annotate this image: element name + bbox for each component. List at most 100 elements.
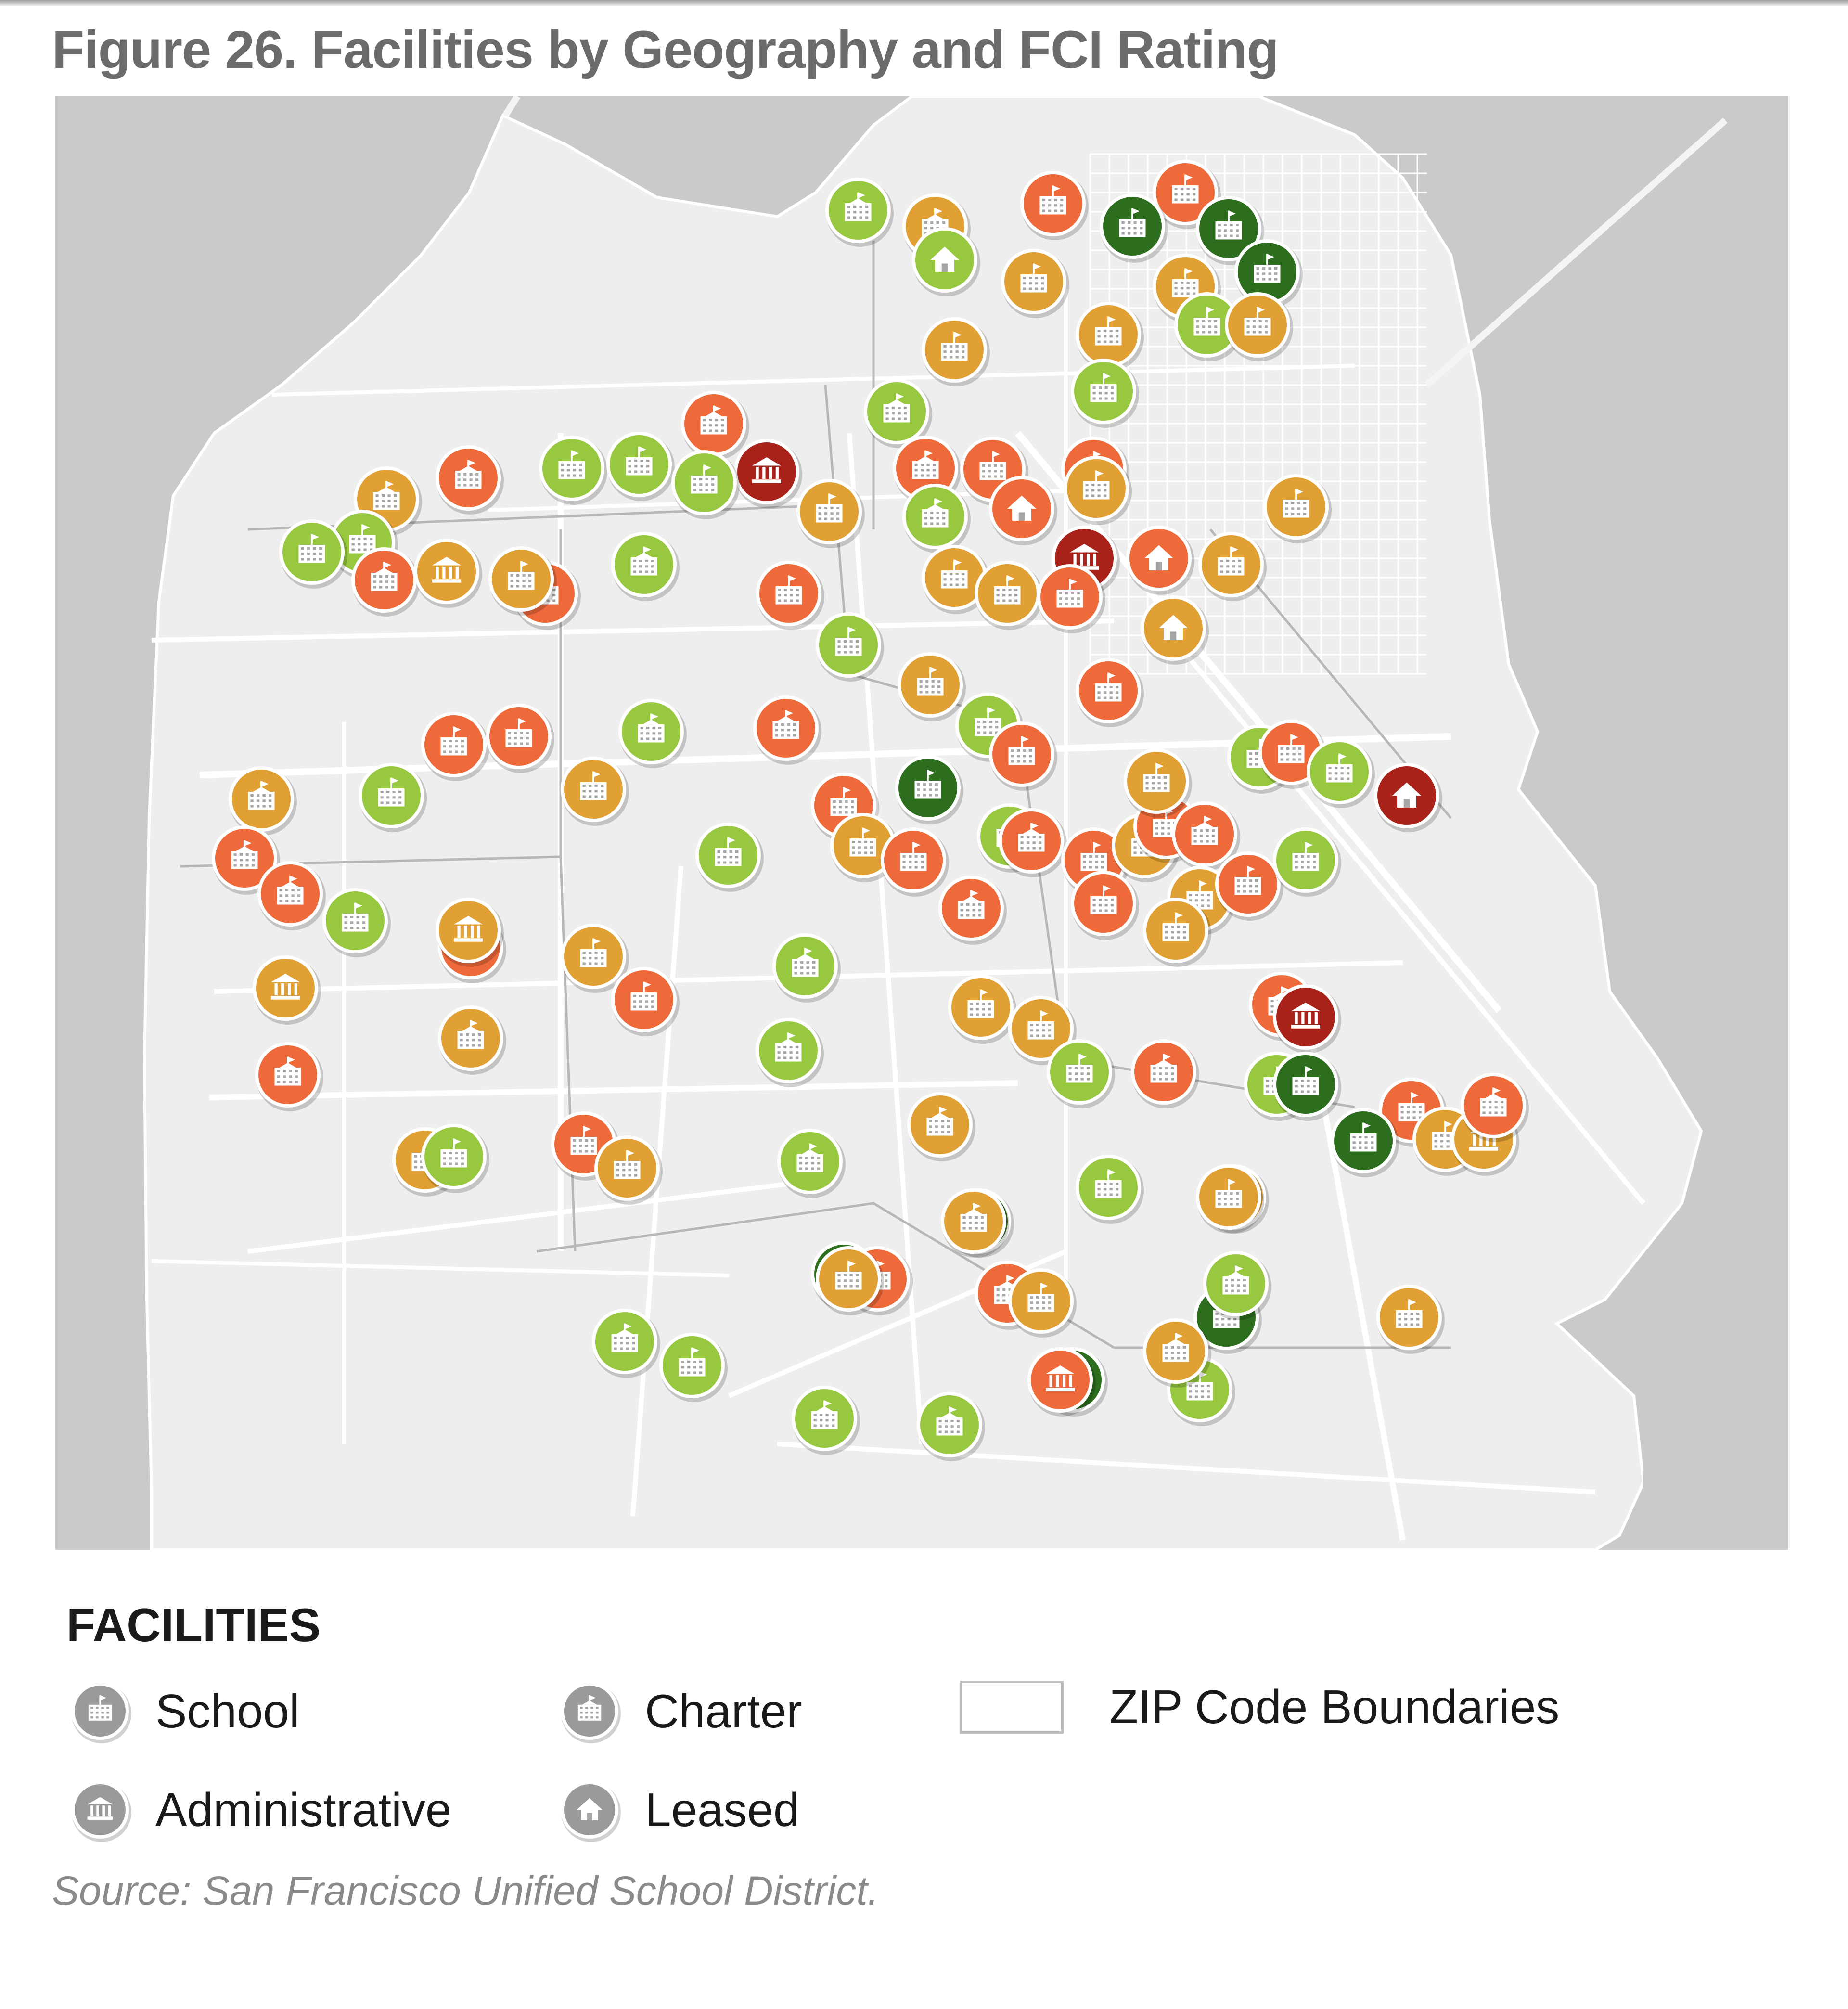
facility-marker-school[interactable] (1198, 532, 1267, 601)
facility-marker-charter[interactable] (772, 933, 841, 1003)
facility-marker-school[interactable] (1047, 1039, 1115, 1108)
facility-marker-charter[interactable] (756, 1018, 824, 1087)
facility-marker-school[interactable] (421, 712, 489, 781)
facility-marker-administrative[interactable] (1273, 984, 1341, 1054)
facility-marker-charter[interactable] (592, 1309, 660, 1378)
facility-marker-school[interactable] (322, 888, 391, 957)
bay-inlet (1643, 1328, 1788, 1550)
facility-marker-charter[interactable] (229, 766, 297, 836)
facility-marker-school[interactable] (1124, 748, 1192, 818)
facility-marker-school[interactable] (279, 519, 347, 589)
facility-marker-school[interactable] (1331, 1108, 1399, 1177)
facility-marker-school[interactable] (1307, 739, 1375, 808)
facility-marker-administrative[interactable] (1027, 1347, 1096, 1417)
facility-marker-school[interactable] (611, 967, 680, 1036)
facility-marker-school[interactable] (659, 1333, 728, 1402)
facility-marker-school[interactable] (1076, 658, 1144, 727)
facility-marker-school[interactable] (606, 432, 675, 501)
facility-marker-charter[interactable] (792, 1386, 860, 1455)
facility-marker-charter[interactable] (1203, 1251, 1271, 1320)
facility-marker-charter[interactable] (257, 861, 326, 930)
facility-marker-charter[interactable] (777, 1129, 846, 1198)
facility-marker-school[interactable] (1071, 359, 1139, 428)
facility-marker-school[interactable] (898, 652, 966, 721)
facility-marker-charter[interactable] (255, 1042, 323, 1111)
facility-marker-school[interactable] (1008, 1268, 1077, 1338)
facility-marker-school[interactable] (1037, 564, 1105, 633)
facility-marker-school[interactable] (1143, 898, 1211, 967)
facility-marker-administrative[interactable] (414, 539, 482, 608)
facility-marker-charter[interactable] (917, 1392, 985, 1461)
facility-marker-school[interactable] (695, 823, 764, 892)
facility-marker-leased[interactable] (912, 227, 980, 296)
facility-marker-school[interactable] (816, 1246, 884, 1315)
leased-icon (561, 1781, 621, 1842)
facility-marker-school[interactable] (796, 479, 865, 548)
facility-marker-charter[interactable] (1172, 801, 1240, 871)
legend-item-leased: Leased (556, 1776, 800, 1843)
facility-marker-school[interactable] (1258, 720, 1327, 789)
san-francisco-map[interactable] (55, 96, 1788, 1550)
facility-marker-school[interactable] (975, 561, 1043, 630)
facility-marker-administrative[interactable] (734, 439, 802, 508)
facility-marker-charter[interactable] (864, 379, 932, 448)
facility-marker-school[interactable] (756, 561, 824, 630)
facility-marker-school[interactable] (1071, 871, 1139, 940)
facility-marker-school[interactable] (881, 827, 949, 897)
facility-marker-administrative[interactable] (253, 955, 321, 1025)
facility-marker-school[interactable] (895, 755, 963, 824)
facility-marker-school[interactable] (359, 763, 427, 832)
facility-marker-leased[interactable] (989, 476, 1057, 545)
facility-marker-school[interactable] (816, 612, 884, 682)
facility-marker-school[interactable] (1020, 171, 1089, 240)
facility-marker-charter[interactable] (753, 695, 821, 765)
facility-marker-school[interactable] (1076, 302, 1144, 371)
facility-marker-leased[interactable] (1141, 595, 1209, 665)
facility-marker-school[interactable] (671, 450, 740, 519)
facility-marker-school[interactable] (922, 545, 990, 614)
facility-marker-charter[interactable] (938, 876, 1007, 945)
facility-marker-school[interactable] (1100, 193, 1168, 263)
facility-marker-charter[interactable] (902, 484, 971, 553)
facility-marker-charter[interactable] (1143, 1318, 1211, 1388)
facility-marker-charter[interactable] (999, 808, 1067, 877)
facility-marker-school[interactable] (948, 975, 1016, 1044)
facility-marker-school[interactable] (594, 1135, 663, 1205)
facility-marker-school[interactable] (1263, 474, 1332, 543)
facility-marker-school[interactable] (1234, 239, 1303, 309)
school-icon (71, 1682, 131, 1743)
facility-marker-school[interactable] (1064, 456, 1132, 525)
facility-marker-school[interactable] (922, 317, 990, 386)
facility-marker-school[interactable] (1215, 851, 1283, 921)
facility-marker-charter[interactable] (618, 699, 687, 768)
facility-marker-school[interactable] (1174, 292, 1243, 361)
facility-marker-school[interactable] (989, 721, 1057, 791)
facility-marker-school[interactable] (1376, 1285, 1445, 1354)
land-mass (142, 96, 1703, 1550)
facility-marker-charter[interactable] (681, 391, 749, 460)
facility-marker-school[interactable] (539, 436, 607, 505)
facility-marker-charter[interactable] (351, 547, 420, 617)
facility-marker-leased[interactable] (1374, 763, 1442, 832)
facility-marker-charter[interactable] (436, 445, 504, 515)
facility-marker-charter[interactable] (1131, 1039, 1199, 1108)
facility-marker-school[interactable] (1196, 1164, 1264, 1234)
facility-marker-school[interactable] (488, 546, 557, 616)
facility-marker-school[interactable] (561, 924, 629, 993)
facility-marker-school[interactable] (1076, 1155, 1144, 1224)
facility-marker-school[interactable] (1273, 827, 1341, 897)
facility-marker-leased[interactable] (1126, 526, 1194, 595)
facility-marker-charter[interactable] (825, 178, 894, 247)
facility-marker-administrative[interactable] (436, 898, 504, 967)
facility-marker-charter[interactable] (1461, 1073, 1529, 1142)
facility-marker-charter[interactable] (941, 1188, 1009, 1258)
facility-marker-school[interactable] (1001, 249, 1069, 318)
facility-marker-charter[interactable] (611, 532, 680, 601)
facility-marker-school[interactable] (1273, 1052, 1341, 1121)
facility-marker-school[interactable] (486, 704, 554, 773)
facility-marker-charter[interactable] (438, 1005, 506, 1075)
facility-marker-school[interactable] (421, 1124, 489, 1193)
facility-marker-school[interactable] (1225, 292, 1293, 361)
facility-marker-school[interactable] (561, 757, 629, 826)
facility-marker-charter[interactable] (907, 1092, 975, 1161)
